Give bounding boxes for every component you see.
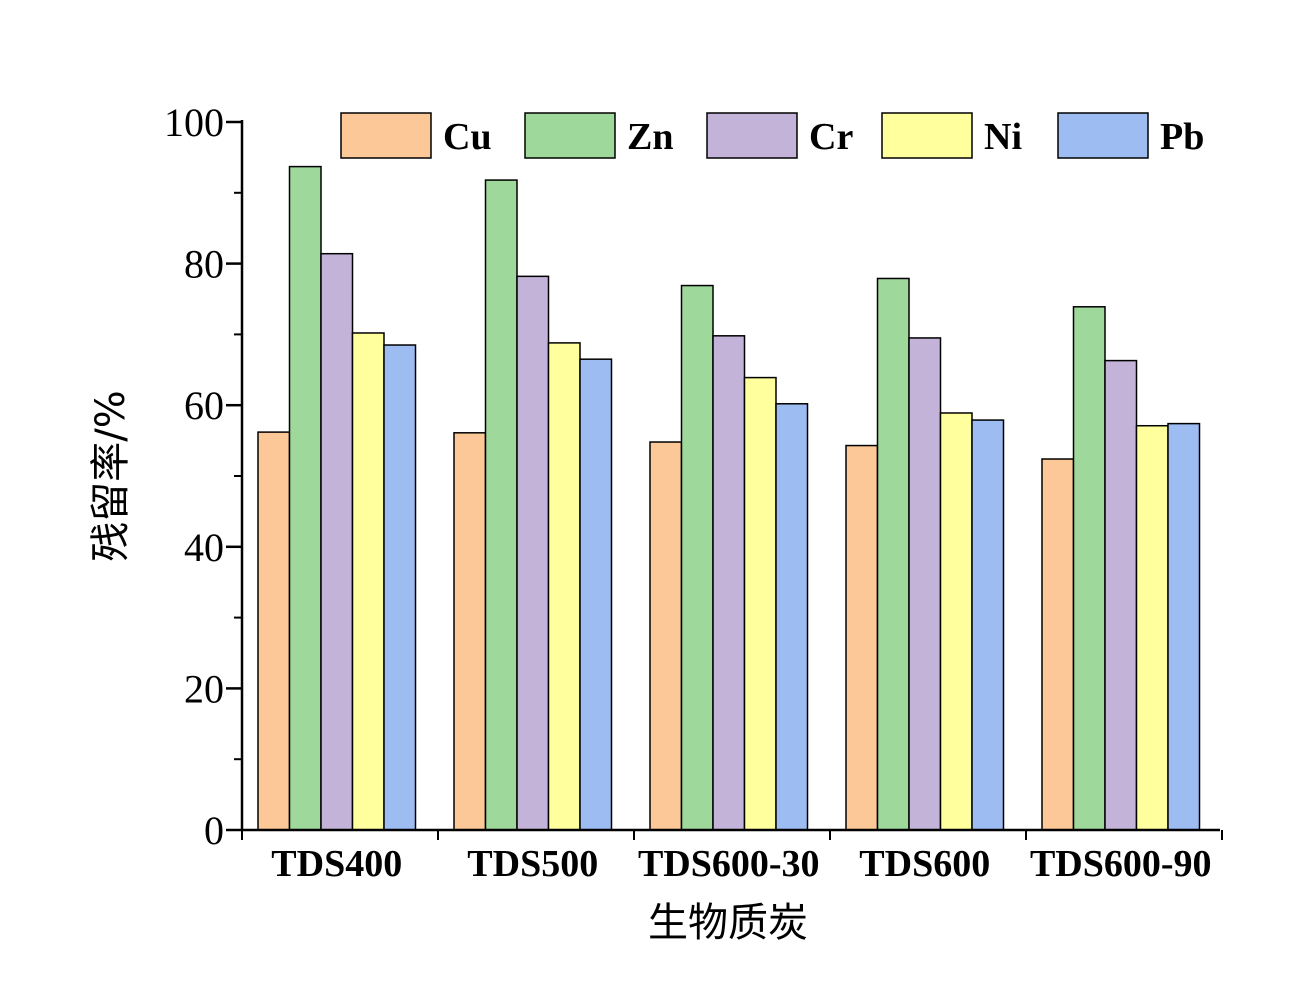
- x-tick-label: TDS600: [859, 843, 990, 885]
- bar-tds600-ni: [939, 412, 973, 831]
- legend-label-zn: Zn: [627, 116, 673, 158]
- bar-tds500-zn: [484, 179, 518, 831]
- bar-tds600-90-ni: [1135, 424, 1169, 831]
- y-axis-title: 残留率/%: [88, 390, 134, 561]
- y-tick-label: 100: [164, 100, 224, 145]
- legend-label-cr: Cr: [809, 116, 853, 158]
- bar-tds600-30-ni: [743, 376, 777, 831]
- bar-tds600-90-zn: [1072, 306, 1106, 831]
- x-tick-label: TDS600-90: [1030, 843, 1212, 885]
- bar-tds600-cu: [845, 444, 879, 831]
- y-tick-label: 0: [204, 808, 224, 853]
- bar-tds600-30-zn: [680, 284, 714, 831]
- x-axis-title: 生物质炭: [648, 900, 808, 946]
- legend-swatch-cr: [706, 112, 798, 159]
- bar-tds600-pb: [971, 419, 1005, 831]
- legend-label-cu: Cu: [443, 116, 492, 158]
- y-tick-label: 40: [184, 525, 224, 570]
- bar-tds500-cr: [516, 275, 550, 831]
- bar-tds600-30-cu: [649, 441, 683, 831]
- bar-tds600-90-cr: [1104, 359, 1138, 831]
- legend-label-ni: Ni: [984, 116, 1022, 158]
- bar-tds400-pb: [383, 344, 417, 831]
- legend-group: Cu Zn Cr Ni Pb: [340, 112, 1204, 159]
- bar-tds600-cr: [908, 337, 942, 831]
- bar-tds400-zn: [288, 165, 322, 831]
- bar-tds400-ni: [351, 332, 385, 831]
- bar-tds600-30-pb: [775, 403, 809, 831]
- x-tick-label: TDS600-30: [638, 843, 820, 885]
- bar-tds500-pb: [579, 358, 613, 831]
- legend-swatch-cu: [340, 112, 432, 159]
- x-tick-label: TDS500: [467, 843, 598, 885]
- bar-tds500-ni: [547, 342, 581, 831]
- y-tick-label: 20: [184, 666, 224, 711]
- bar-tds600-30-cr: [712, 335, 746, 831]
- bar-tds600-90-cu: [1041, 458, 1075, 831]
- y-tick-label: 80: [184, 242, 224, 287]
- bar-tds400-cr: [320, 252, 354, 831]
- x-tick-label: TDS400: [271, 843, 402, 885]
- legend-swatch-ni: [881, 112, 973, 159]
- bar-tds600-zn: [876, 277, 910, 831]
- bar-tds500-cu: [453, 432, 487, 831]
- legend-label-pb: Pb: [1160, 116, 1204, 158]
- legend-swatch-pb: [1057, 112, 1149, 159]
- bar-tds400-cu: [257, 431, 291, 831]
- axes-group: 0 20 40 60 80 100 TDS400 TDS500 TDS600-30 TDS600 T…: [164, 100, 1223, 885]
- bar-tds600-90-pb: [1167, 422, 1201, 831]
- y-tick-label: 60: [184, 383, 224, 428]
- legend-swatch-zn: [524, 112, 616, 159]
- bars-group: [257, 165, 1201, 831]
